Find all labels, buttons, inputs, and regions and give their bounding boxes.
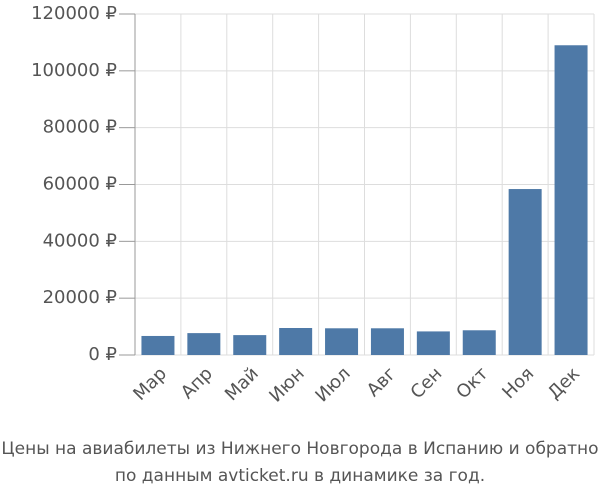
x-tick-label: Май: [221, 363, 263, 405]
bar: [508, 189, 542, 355]
y-tick-label: 20000 ₽: [43, 287, 117, 308]
bar: [233, 335, 267, 355]
bar: [462, 330, 496, 355]
x-tick-label: Июн: [265, 363, 308, 406]
bar: [187, 333, 221, 355]
x-tick-label: Окт: [452, 363, 492, 403]
y-tick-label: 0 ₽: [88, 344, 117, 365]
bar: [325, 328, 359, 355]
y-tick-label: 120000 ₽: [31, 3, 117, 24]
y-tick-label: 80000 ₽: [43, 117, 117, 138]
x-tick-label: Мар: [129, 363, 171, 405]
x-tick-label: Сен: [407, 363, 447, 403]
x-tick-label: Июл: [311, 363, 354, 406]
x-tick-label: Апр: [177, 363, 217, 403]
bar: [554, 45, 588, 356]
bar: [416, 331, 450, 355]
x-tick-label: Авг: [363, 363, 401, 401]
bar: [279, 328, 313, 355]
y-tick-label: 100000 ₽: [31, 60, 117, 81]
bar: [370, 328, 404, 355]
x-tick-label: Дек: [544, 363, 584, 403]
y-tick-label: 40000 ₽: [43, 230, 117, 251]
x-tick-label: Ноя: [498, 363, 538, 403]
chart-title: Цены на авиабилеты из Нижнего Новгорода …: [1, 439, 598, 459]
bar: [141, 335, 175, 355]
chart-subtitle: по данным avticket.ru в динамике за год.: [115, 466, 485, 486]
y-tick-label: 60000 ₽: [43, 174, 117, 195]
